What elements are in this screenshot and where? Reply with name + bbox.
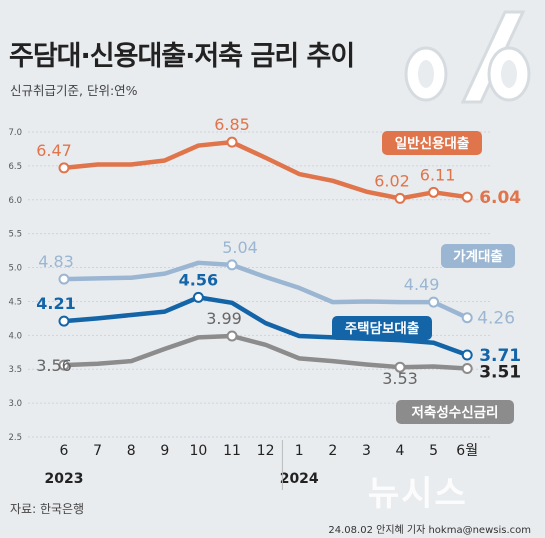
data-point-marker [58, 273, 70, 285]
y-tick-label: 2.5 [8, 433, 22, 443]
x-tick-label: 7 [93, 443, 102, 459]
series-legend-label: 저축성수신금리 [412, 405, 499, 421]
data-point-marker [394, 361, 406, 373]
x-tick-label: 2 [328, 443, 337, 459]
data-point-marker [226, 330, 238, 342]
data-label: 3.99 [206, 309, 242, 328]
x-tick-label: 12 [257, 443, 275, 459]
credit-line: 24.08.02 안지혜 기자 hokma@newsis.com [328, 525, 531, 536]
data-label: 3.71 [479, 346, 521, 366]
data-point-marker [226, 259, 238, 271]
data-point-marker [461, 349, 473, 361]
y-tick-label: 6.0 [8, 196, 22, 206]
percent-sign-decoration-icon [404, 10, 531, 104]
series-legend-label: 주택담보대출 [345, 320, 420, 337]
chart-title: 주담대·신용대출·저축 금리 추이 [9, 41, 355, 72]
series-legend-tag [332, 316, 432, 340]
data-label: 4.49 [404, 275, 440, 294]
y-tick-label: 4.0 [8, 331, 22, 341]
data-label: 6.02 [374, 171, 410, 190]
x-tick-label: 10 [189, 443, 207, 459]
data-point-marker [192, 291, 204, 303]
y-tick-label: 5.0 [8, 264, 22, 274]
data-label: 4.83 [38, 252, 74, 271]
x-tick-label: 6월 [456, 443, 478, 459]
x-year-label: 2023 [45, 471, 84, 487]
series-legend-tag [396, 400, 514, 424]
data-point-marker [461, 363, 473, 375]
series-legend-label: 일반신용대출 [395, 135, 470, 152]
x-tick-label: 5 [429, 443, 438, 459]
x-tick-label: 1 [295, 443, 304, 459]
x-tick-label: 11 [223, 443, 241, 459]
data-point-marker [461, 191, 473, 203]
series-legend-tag [441, 244, 515, 268]
x-tick-label: 6 [60, 443, 69, 459]
data-point-marker [58, 162, 70, 174]
series-line [61, 260, 470, 320]
data-point-marker [461, 312, 473, 324]
data-point-marker [226, 136, 238, 148]
data-point-marker [58, 359, 70, 371]
series-legend-label: 가계대출 [453, 248, 503, 265]
chart-subtitle: 신규취급기준, 단위:연% [10, 83, 138, 98]
data-point-marker [428, 296, 440, 308]
x-tick-label: 3 [362, 443, 371, 459]
y-tick-label: 3.0 [8, 399, 22, 409]
data-label: 4.56 [179, 270, 218, 289]
y-tick-label: 4.5 [8, 297, 22, 307]
series-legend-tag [382, 131, 482, 155]
source-note: 자료: 한국은행 [10, 502, 85, 516]
data-label: 4.26 [477, 309, 515, 329]
x-tick-label: 9 [160, 443, 169, 459]
data-label: 3.53 [382, 369, 418, 388]
x-year-label: 2024 [280, 471, 319, 487]
y-tick-label: 3.5 [8, 365, 22, 375]
data-label: 6.04 [479, 188, 521, 208]
data-point-marker [428, 186, 440, 198]
data-label: 5.04 [222, 238, 258, 257]
data-label: 3.51 [479, 363, 521, 383]
data-label: 6.85 [214, 115, 250, 134]
data-label: 6.47 [36, 141, 72, 160]
series-line [61, 295, 470, 358]
y-tick-label: 7.0 [8, 128, 22, 138]
y-tick-label: 5.5 [8, 230, 22, 240]
data-label: 6.11 [420, 165, 456, 184]
data-label: 4.21 [36, 294, 75, 313]
watermark-logo: 뉴시스 [368, 474, 468, 514]
x-tick-label: 8 [127, 443, 136, 459]
data-label: 3.56 [36, 356, 72, 375]
y-tick-label: 6.5 [8, 162, 22, 172]
data-point-marker [394, 192, 406, 204]
data-point-marker [58, 315, 70, 327]
x-tick-label: 4 [396, 443, 405, 459]
